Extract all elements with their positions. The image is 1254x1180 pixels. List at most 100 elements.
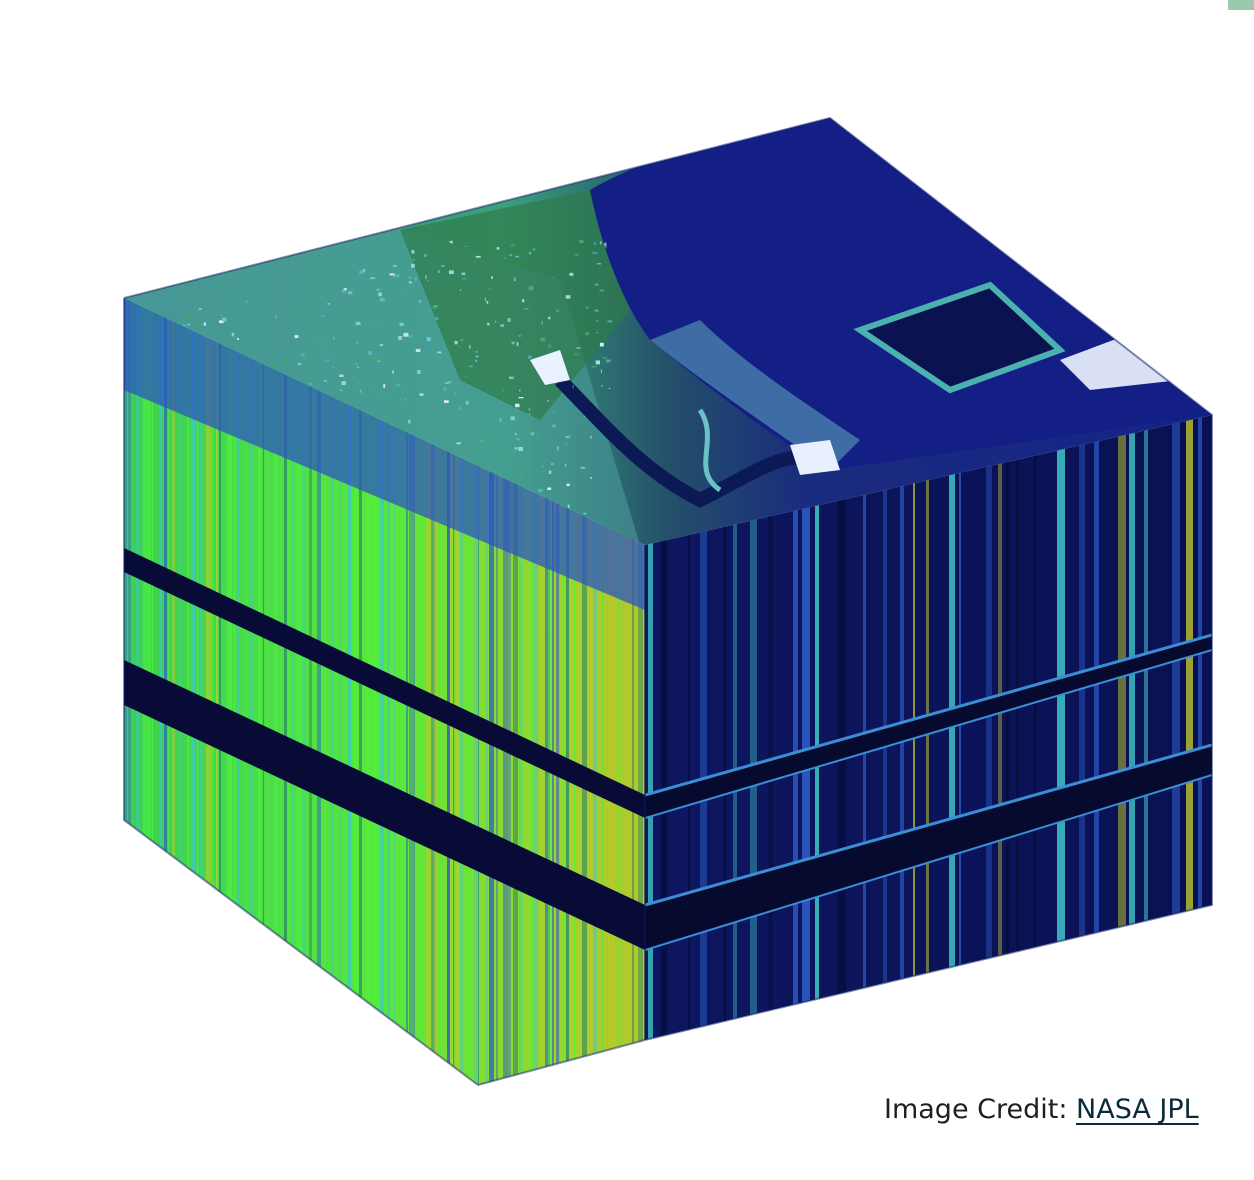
spectral-stripe bbox=[434, 298, 437, 1085]
spectral-stripe bbox=[508, 298, 511, 1085]
right-band-line-1 bbox=[645, 633, 1212, 797]
spectral-stripe bbox=[556, 298, 559, 1085]
urban-speckle bbox=[362, 269, 366, 273]
urban-speckle bbox=[528, 251, 532, 255]
spectral-stripe bbox=[478, 298, 479, 1085]
spectral-stripe bbox=[552, 298, 554, 1085]
urban-speckle bbox=[565, 436, 570, 438]
spectral-stripe bbox=[623, 298, 624, 1085]
urban-speckle bbox=[423, 254, 427, 257]
right-absorption-band-1 bbox=[645, 635, 1212, 818]
spectral-stripe bbox=[1118, 415, 1126, 1040]
spectral-stripe bbox=[688, 415, 690, 1040]
spectral-stripe bbox=[227, 298, 232, 1085]
spectral-stripe bbox=[618, 298, 621, 1085]
spectral-stripe bbox=[1079, 415, 1085, 1040]
spectral-stripe bbox=[1094, 415, 1099, 1040]
urban-speckle bbox=[585, 332, 589, 335]
urban-speckle bbox=[464, 246, 469, 248]
urban-speckle bbox=[583, 416, 585, 418]
urban-speckle bbox=[377, 360, 381, 362]
spectral-stripe bbox=[1172, 415, 1180, 1040]
urban-speckle bbox=[495, 320, 497, 323]
spectral-stripe bbox=[959, 415, 961, 1040]
spectral-stripe bbox=[548, 298, 551, 1085]
urban-speckle bbox=[605, 359, 611, 363]
spectral-stripe bbox=[545, 298, 550, 1085]
urban-speckle bbox=[415, 348, 421, 352]
spectral-stripe bbox=[661, 415, 667, 1040]
urban-speckle bbox=[501, 457, 503, 460]
urban-speckles bbox=[183, 240, 613, 515]
urban-speckle bbox=[475, 355, 479, 358]
spectral-stripe bbox=[489, 298, 494, 1085]
urban-speckle bbox=[491, 276, 493, 279]
spectral-stripe bbox=[768, 415, 773, 1040]
urban-speckle bbox=[449, 240, 453, 243]
spectral-stripe bbox=[1057, 415, 1065, 1040]
urban-speckle bbox=[509, 254, 512, 256]
urban-speckle bbox=[593, 242, 597, 245]
urban-speckle bbox=[599, 289, 605, 292]
urban-speckle bbox=[548, 316, 551, 320]
spectral-stripe bbox=[503, 298, 508, 1085]
urban-speckle bbox=[186, 315, 192, 319]
urban-speckle bbox=[596, 263, 602, 265]
spectral-stripe bbox=[322, 298, 323, 1085]
nasa-jpl-link[interactable]: NASA JPL bbox=[1076, 1094, 1199, 1125]
urban-speckle bbox=[321, 315, 325, 317]
spectral-stripe bbox=[566, 298, 569, 1085]
spectral-stripe bbox=[191, 298, 195, 1085]
spectral-stripe bbox=[197, 298, 198, 1085]
urban-speckle bbox=[510, 416, 515, 421]
urban-speckle bbox=[596, 332, 598, 334]
urban-speckle bbox=[355, 321, 361, 326]
urban-speckle bbox=[364, 322, 366, 326]
urban-speckle bbox=[411, 250, 415, 254]
urban-speckle bbox=[393, 273, 396, 277]
urban-speckle bbox=[541, 321, 543, 325]
urban-speckle bbox=[237, 338, 239, 340]
urban-speckle bbox=[514, 277, 516, 282]
urban-speckle bbox=[341, 381, 346, 386]
urban-speckle bbox=[552, 276, 555, 278]
urban-speckle bbox=[585, 306, 589, 309]
urban-speckle bbox=[343, 288, 347, 291]
urban-speckle bbox=[389, 273, 394, 276]
urban-speckle bbox=[565, 295, 571, 299]
urban-speckle bbox=[468, 365, 473, 368]
urban-speckle bbox=[411, 263, 415, 268]
urban-speckle bbox=[357, 383, 360, 385]
spectral-stripe bbox=[1129, 415, 1135, 1040]
urban-speckle bbox=[374, 323, 378, 326]
urban-speckle bbox=[528, 286, 534, 291]
urban-speckle bbox=[484, 297, 486, 302]
spectral-stripe bbox=[530, 298, 533, 1085]
spectral-stripe bbox=[638, 298, 643, 1085]
urban-speckle bbox=[412, 259, 415, 261]
spectral-stripe bbox=[339, 298, 342, 1085]
urban-speckle bbox=[595, 360, 600, 365]
urban-speckle bbox=[272, 363, 276, 368]
urban-speckle bbox=[599, 241, 602, 245]
urban-speckle bbox=[382, 393, 386, 397]
urban-speckle bbox=[287, 303, 289, 308]
urban-speckle bbox=[294, 335, 299, 338]
urban-speckle bbox=[331, 366, 334, 368]
spectral-stripe bbox=[1144, 415, 1148, 1040]
spectral-stripe bbox=[440, 298, 442, 1085]
urban-speckle bbox=[437, 351, 442, 354]
spectral-stripe bbox=[537, 298, 538, 1085]
urban-speckle bbox=[556, 309, 559, 313]
urban-speckle bbox=[383, 384, 386, 388]
urban-speckle bbox=[591, 365, 597, 368]
spectral-stripe bbox=[648, 415, 653, 1040]
spectral-stripe bbox=[447, 298, 450, 1085]
urban-speckle bbox=[522, 299, 525, 303]
spectral-stripe bbox=[267, 298, 268, 1085]
urban-speckle bbox=[540, 337, 546, 342]
spectral-stripe bbox=[627, 298, 628, 1085]
spectral-stripe bbox=[450, 298, 453, 1085]
urban-speckle bbox=[547, 400, 549, 402]
